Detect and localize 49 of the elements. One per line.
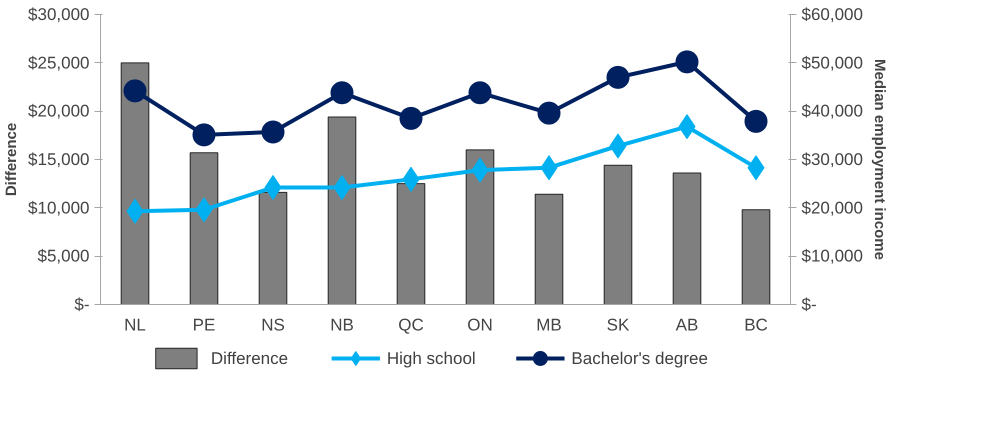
x-tick-label: NB — [330, 316, 354, 334]
y2-tick-label: $10,000 — [802, 246, 863, 266]
point — [744, 110, 768, 133]
bar — [190, 152, 218, 304]
x-tick-label: BC — [744, 316, 768, 334]
x-tick-label: NL — [124, 316, 146, 334]
bar — [120, 62, 150, 304]
bar — [328, 116, 356, 304]
y-tick-label: $10,000 — [28, 198, 90, 218]
y-tick-label: $30,000 — [28, 5, 90, 24]
x-tick-label: QC — [398, 316, 424, 334]
bar — [604, 164, 632, 304]
y2-tick-label: $60,000 — [802, 5, 863, 24]
point — [468, 81, 492, 104]
y2-tick-label: $20,000 — [802, 198, 863, 218]
bar — [258, 192, 288, 304]
x-tick-label: MB — [536, 316, 562, 334]
y-tick-label: $5,000 — [38, 246, 90, 266]
point — [400, 106, 422, 130]
bar — [742, 209, 770, 304]
legend-label: High school — [386, 349, 476, 368]
bar — [396, 183, 426, 304]
point — [676, 50, 698, 74]
y2-tick-label: $50,000 — [802, 53, 863, 72]
y-tick-label: $20,000 — [28, 102, 90, 121]
legend-label: Difference — [210, 349, 288, 368]
y2-tick-label: $- — [802, 295, 817, 314]
point — [606, 66, 630, 89]
y2-axis-title: Median employment income — [870, 59, 888, 260]
x-tick-label: SK — [606, 316, 630, 334]
y-axis-title: Difference — [3, 122, 20, 196]
x-tick-label: ON — [467, 316, 493, 334]
y2-tick-label: $30,000 — [802, 150, 863, 169]
bar — [672, 172, 702, 304]
point — [192, 123, 216, 146]
y-tick-label: $15,000 — [28, 150, 90, 169]
point — [538, 102, 560, 125]
point — [262, 120, 284, 144]
x-tick-label: PE — [192, 316, 216, 334]
y-tick-label: $25,000 — [28, 53, 90, 72]
y2-tick-label: $40,000 — [802, 102, 863, 121]
point — [124, 79, 146, 102]
point — [330, 81, 354, 104]
legend-label: Bachelor's degree — [571, 349, 708, 368]
x-tick-label: NS — [261, 316, 285, 334]
bar — [466, 149, 494, 304]
x-tick-label: AB — [676, 316, 698, 334]
bar — [534, 194, 564, 304]
y-tick-label: $- — [74, 295, 90, 314]
